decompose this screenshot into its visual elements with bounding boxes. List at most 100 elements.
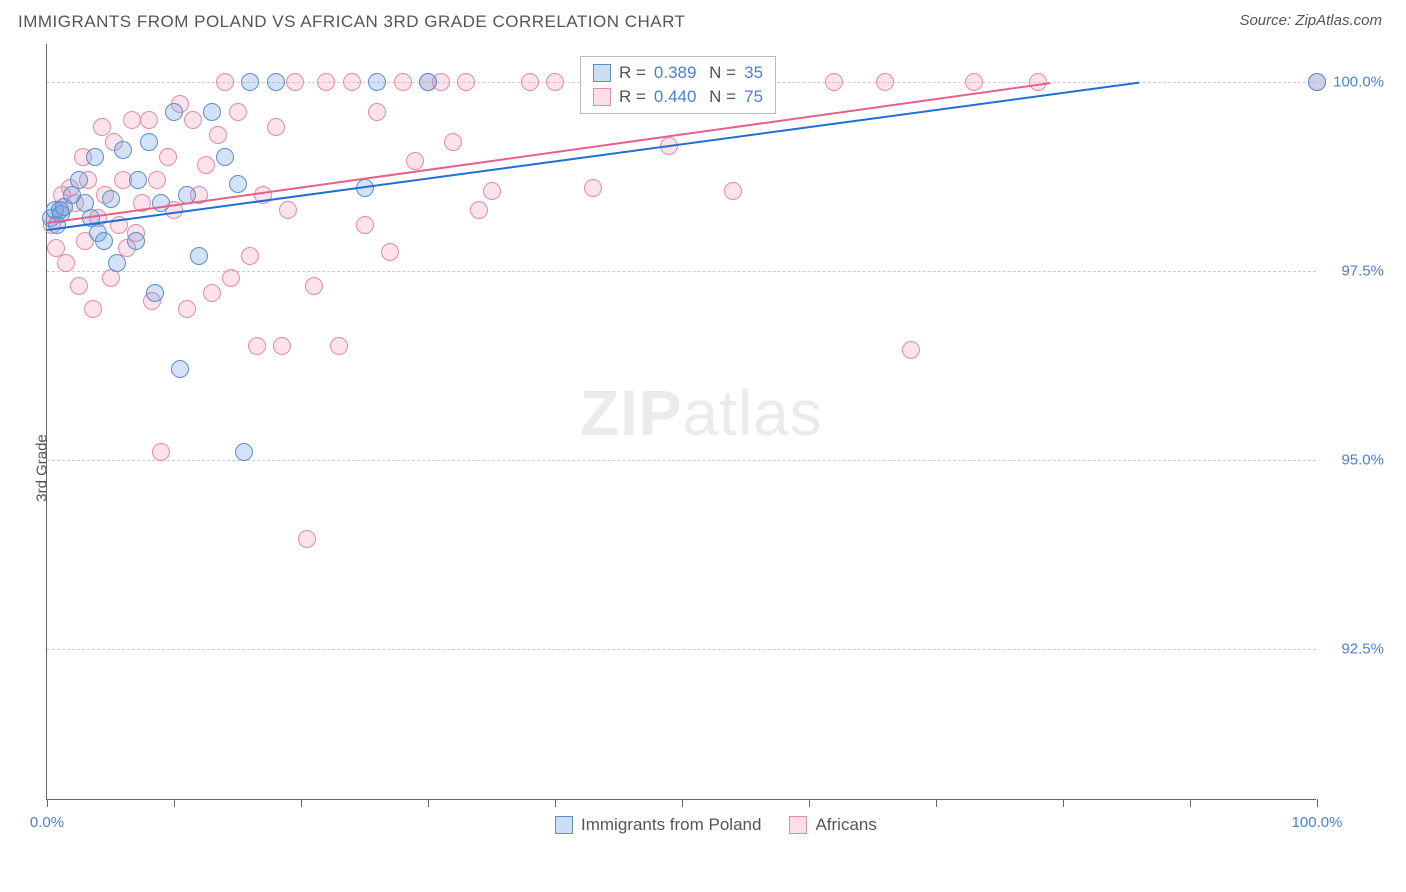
data-point [229, 175, 247, 193]
n-value: 35 [744, 63, 763, 83]
series-swatch-icon [593, 88, 611, 106]
correlation-stats-box: R = 0.389 N = 35 R = 0.440 N = 75 [580, 56, 776, 114]
x-tick [682, 799, 683, 807]
data-point [114, 141, 132, 159]
data-point [148, 171, 166, 189]
legend-item: Africans [789, 815, 876, 835]
data-point [178, 300, 196, 318]
data-point [140, 111, 158, 129]
chart-title: IMMIGRANTS FROM POLAND VS AFRICAN 3RD GR… [18, 12, 685, 32]
data-point [584, 179, 602, 197]
data-point [184, 111, 202, 129]
trend-line [47, 82, 1051, 224]
data-point [197, 156, 215, 174]
data-point [70, 171, 88, 189]
legend-label: Immigrants from Poland [581, 815, 761, 835]
data-point [140, 133, 158, 151]
x-tick-label: 100.0% [1292, 814, 1343, 831]
x-tick [936, 799, 937, 807]
x-tick [47, 799, 48, 807]
y-tick-label: 95.0% [1341, 451, 1384, 468]
data-point [229, 103, 247, 121]
data-point [57, 254, 75, 272]
data-point [368, 73, 386, 91]
data-point [343, 73, 361, 91]
data-point [70, 277, 88, 295]
data-point [95, 232, 113, 250]
data-point [965, 73, 983, 91]
y-tick-label: 100.0% [1333, 73, 1384, 90]
stats-row: R = 0.440 N = 75 [581, 85, 775, 109]
data-point [394, 73, 412, 91]
data-point [470, 201, 488, 219]
data-point [248, 337, 266, 355]
data-point [457, 73, 475, 91]
data-point [209, 126, 227, 144]
x-tick [809, 799, 810, 807]
data-point [241, 73, 259, 91]
data-point [483, 182, 501, 200]
y-tick-label: 92.5% [1341, 640, 1384, 657]
data-point [222, 269, 240, 287]
chart-header: IMMIGRANTS FROM POLAND VS AFRICAN 3RD GR… [0, 0, 1406, 40]
stats-row: R = 0.389 N = 35 [581, 61, 775, 85]
data-point [267, 73, 285, 91]
series-swatch-icon [593, 64, 611, 82]
data-point [129, 171, 147, 189]
x-tick [174, 799, 175, 807]
x-tick [1190, 799, 1191, 807]
r-label: R = [619, 87, 646, 107]
gridline [47, 649, 1316, 650]
data-point [419, 73, 437, 91]
data-point [190, 247, 208, 265]
n-value: 75 [744, 87, 763, 107]
data-point [1308, 73, 1326, 91]
x-tick [301, 799, 302, 807]
data-point [1029, 73, 1047, 91]
data-point [108, 254, 126, 272]
data-point [159, 148, 177, 166]
data-point [273, 337, 291, 355]
gridline [47, 460, 1316, 461]
data-point [152, 443, 170, 461]
data-point [521, 73, 539, 91]
r-value: 0.389 [654, 63, 697, 83]
data-point [216, 148, 234, 166]
r-value: 0.440 [654, 87, 697, 107]
data-point [356, 216, 374, 234]
data-point [84, 300, 102, 318]
chart-container: 3rd Grade 92.5%95.0%97.5%100.0%0.0%100.0… [0, 44, 1406, 892]
data-point [825, 73, 843, 91]
data-point [902, 341, 920, 359]
data-point [317, 73, 335, 91]
data-point [165, 103, 183, 121]
data-point [171, 360, 189, 378]
data-point [279, 201, 297, 219]
x-tick [428, 799, 429, 807]
x-tick [555, 799, 556, 807]
n-label: N = [704, 87, 736, 107]
data-point [93, 118, 111, 136]
data-point [86, 148, 104, 166]
data-point [241, 247, 259, 265]
legend-swatch-icon [789, 816, 807, 834]
data-point [298, 530, 316, 548]
r-label: R = [619, 63, 646, 83]
data-point [123, 111, 141, 129]
data-point [146, 284, 164, 302]
legend-item: Immigrants from Poland [555, 815, 761, 835]
x-tick-label: 0.0% [30, 814, 64, 831]
data-point [203, 284, 221, 302]
scatter-plot-area: 92.5%95.0%97.5%100.0%0.0%100.0%ZIPatlasR… [46, 44, 1316, 800]
data-point [286, 73, 304, 91]
data-point [546, 73, 564, 91]
y-tick-label: 97.5% [1341, 262, 1384, 279]
legend-swatch-icon [555, 816, 573, 834]
watermark: ZIPatlas [580, 376, 823, 450]
data-point [203, 103, 221, 121]
source-attribution: Source: ZipAtlas.com [1239, 12, 1382, 29]
n-label: N = [704, 63, 736, 83]
x-tick [1317, 799, 1318, 807]
data-point [368, 103, 386, 121]
series-legend: Immigrants from Poland Africans [555, 815, 877, 835]
